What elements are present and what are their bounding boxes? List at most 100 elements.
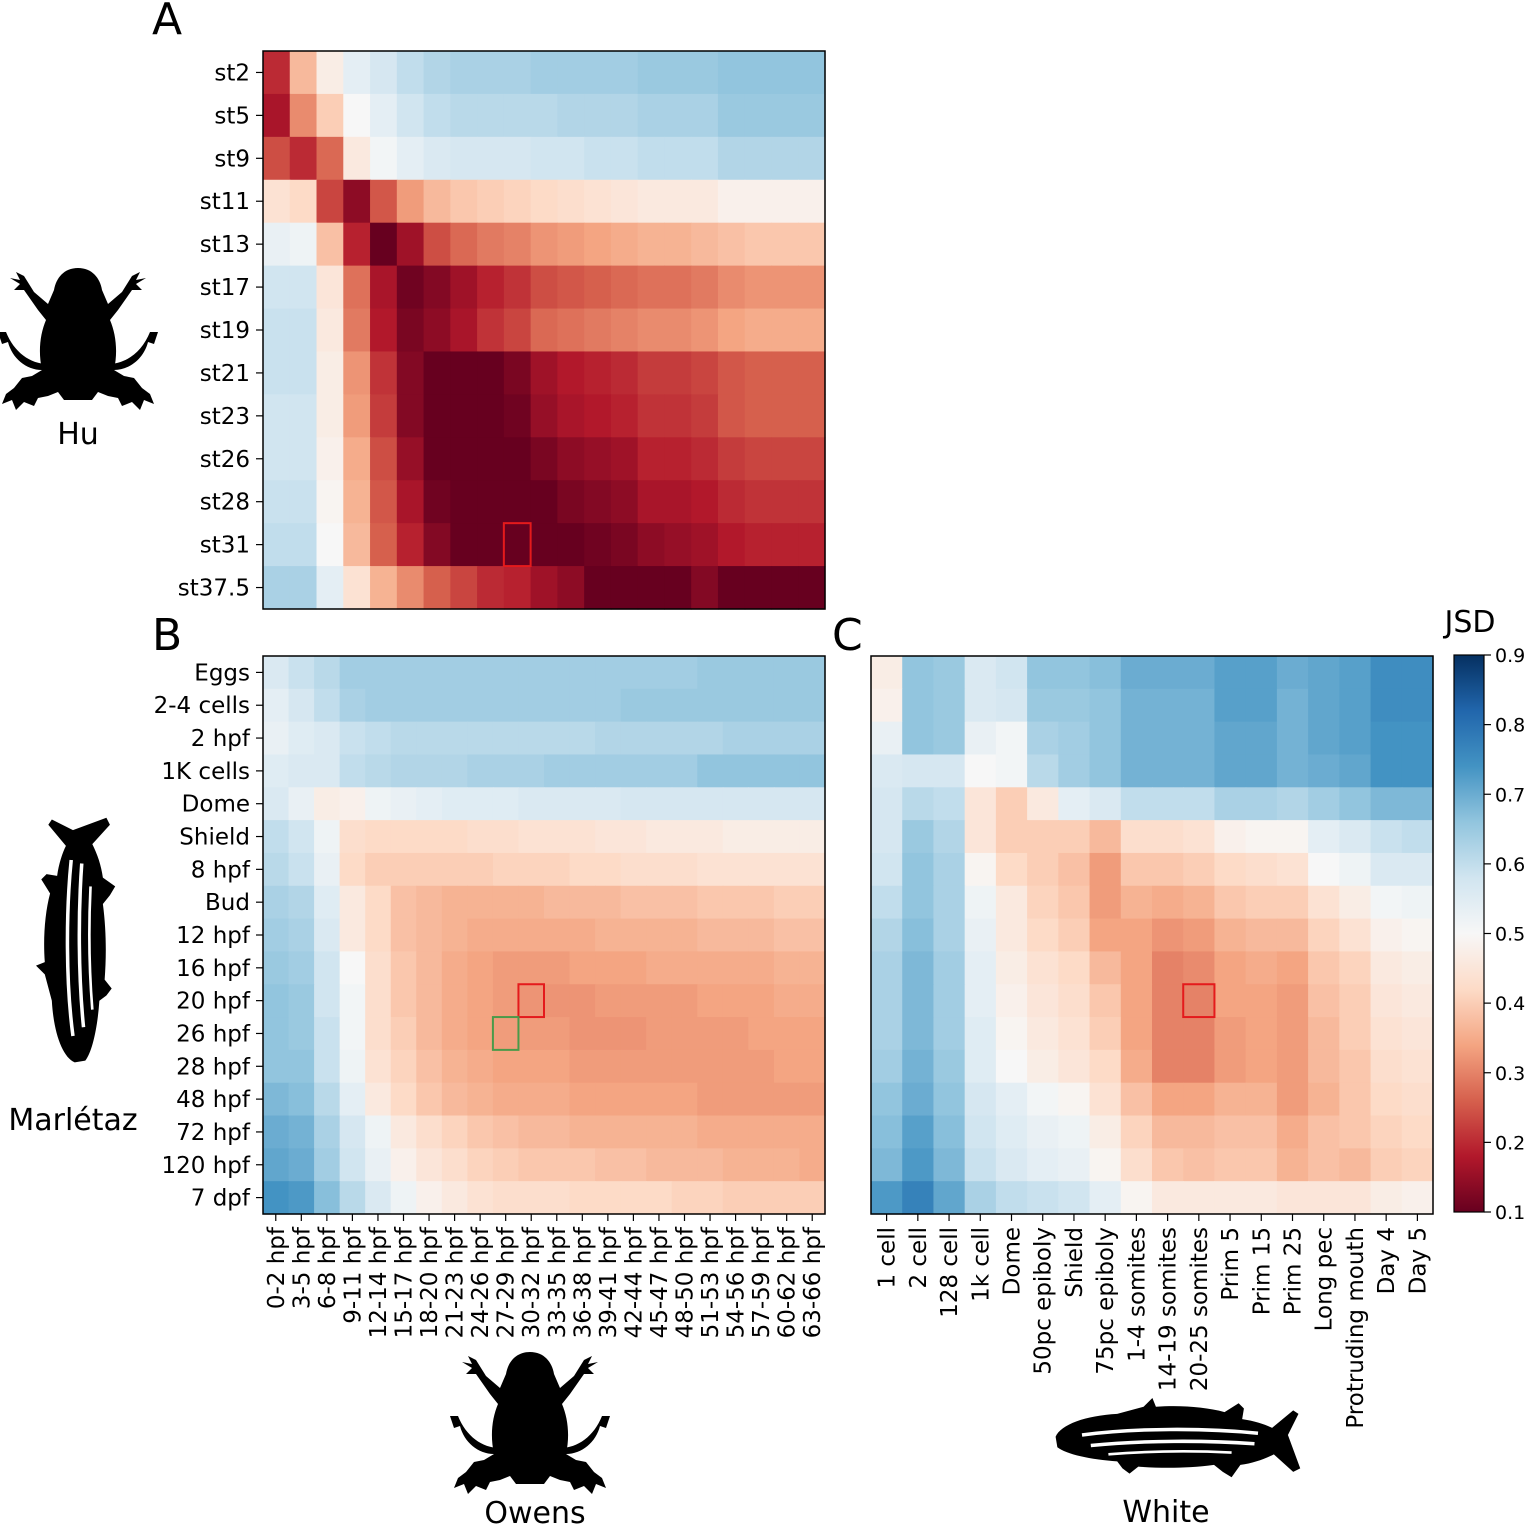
heatmap-cell (390, 754, 417, 788)
heatmap-cell (1276, 688, 1309, 723)
heatmap-cell (450, 179, 478, 224)
row-label: st2 (214, 60, 250, 86)
heatmap-cell (1401, 984, 1434, 1018)
heatmap-cell (1276, 852, 1309, 887)
heatmap-cell (771, 308, 799, 353)
heatmap-cell (799, 754, 826, 788)
heatmap-cell (1027, 1148, 1059, 1182)
heatmap-cell (798, 308, 826, 353)
heatmap-cell (263, 93, 291, 138)
heatmap-cell (314, 1082, 341, 1117)
heatmap-cell (288, 1148, 315, 1182)
heatmap-cell (799, 1017, 826, 1051)
heatmap-cell (339, 918, 366, 953)
heatmap-cell (637, 394, 666, 438)
heatmap-cell (1183, 1115, 1216, 1149)
heatmap-cells-b (263, 656, 826, 1215)
heatmap-cell (933, 1148, 966, 1182)
heatmap-cell (316, 93, 344, 138)
heatmap-cell (1308, 656, 1340, 690)
heatmap-cell (441, 1049, 468, 1084)
heatmap-cell (530, 394, 558, 438)
heatmap-cell (933, 984, 966, 1018)
heatmap-cell (1339, 984, 1372, 1018)
heatmap-cell (1245, 1049, 1278, 1084)
column-label: Dome (1000, 1227, 1026, 1295)
heatmap-cell (365, 1181, 392, 1215)
heatmap-cell (1089, 951, 1122, 985)
heatmap-cell (871, 918, 903, 953)
heatmap-cell (423, 308, 451, 353)
heatmap-cell (1027, 984, 1059, 1018)
source-label-owens: Owens (484, 1496, 585, 1527)
heatmap-cell (492, 1115, 520, 1149)
heatmap-cell (1370, 885, 1403, 920)
heatmap-cell (748, 852, 775, 887)
heatmap-cell (503, 93, 532, 138)
heatmap-cell (544, 1082, 571, 1117)
heatmap-cell (584, 265, 612, 310)
heatmap-cell (289, 93, 318, 138)
heatmap-cell (518, 721, 545, 756)
heatmap-cell (416, 721, 443, 756)
heatmap-cell (314, 754, 341, 788)
heatmap-cell (933, 1049, 966, 1084)
heatmap-cell (503, 51, 532, 95)
heatmap-cell (697, 1148, 724, 1182)
heatmap-cell (1120, 1148, 1153, 1182)
heatmap-cell (799, 721, 826, 756)
heatmap-cell (773, 1017, 801, 1051)
heatmap-cell (1339, 754, 1372, 788)
heatmap-cell (289, 51, 318, 95)
heatmap-cell (691, 394, 719, 438)
heatmap-cell (390, 1017, 417, 1051)
colorbar-tick-label: 0.7 (1495, 784, 1525, 806)
highlight-box-red (517, 983, 546, 1019)
source-label-white: White (1122, 1495, 1209, 1527)
heatmap-cell (671, 787, 698, 821)
heatmap-cell (263, 394, 291, 438)
heatmap-cell (530, 566, 558, 610)
heatmap-cell (1089, 1115, 1122, 1149)
heatmap-cell (871, 787, 903, 821)
heatmap-cell (902, 1049, 935, 1084)
heatmap-cell (390, 1181, 417, 1215)
heatmap-cell (871, 951, 903, 985)
heatmap-cell (370, 308, 398, 353)
heatmap-cell (503, 394, 532, 438)
row-label: 8 hpf (191, 857, 251, 883)
heatmap-cell (390, 1049, 417, 1084)
heatmap-cell (902, 1181, 935, 1215)
heatmap-cell (544, 820, 571, 854)
column-label: Prim 5 (1218, 1227, 1244, 1301)
heatmap-cell (569, 1115, 596, 1149)
heatmap-cell (717, 351, 746, 395)
heatmap-cell (722, 656, 749, 690)
heatmap-cell (748, 918, 775, 953)
heatmap-cell (1183, 1148, 1216, 1182)
heatmap-cell (569, 1148, 596, 1182)
heatmap-cell (773, 1148, 801, 1182)
heatmap-cell (441, 918, 468, 953)
heatmap-cell (423, 51, 451, 95)
heatmap-cell (339, 787, 366, 821)
column-label: Prim 25 (1281, 1227, 1307, 1315)
heatmap-cell (1058, 688, 1091, 723)
highlight-box-green (491, 1016, 520, 1051)
heatmap-cell (503, 480, 532, 524)
heatmap-cell (289, 566, 318, 610)
heatmap-cell (595, 951, 622, 985)
heatmap-cell (691, 93, 719, 138)
heatmap-cell (289, 351, 318, 395)
heatmap-cell (288, 1017, 315, 1051)
heatmap-cell (365, 656, 392, 690)
heatmap-cell (314, 1115, 341, 1149)
heatmap-cell (773, 984, 801, 1018)
row-label: 7 dpf (191, 1186, 251, 1212)
heatmap-cell (441, 656, 468, 690)
heatmap-cell (646, 1017, 673, 1051)
heatmap-cell (416, 1049, 443, 1084)
heatmap-cell (544, 1148, 571, 1182)
heatmap-cell (288, 1082, 315, 1117)
heatmap-cell (1276, 721, 1309, 756)
